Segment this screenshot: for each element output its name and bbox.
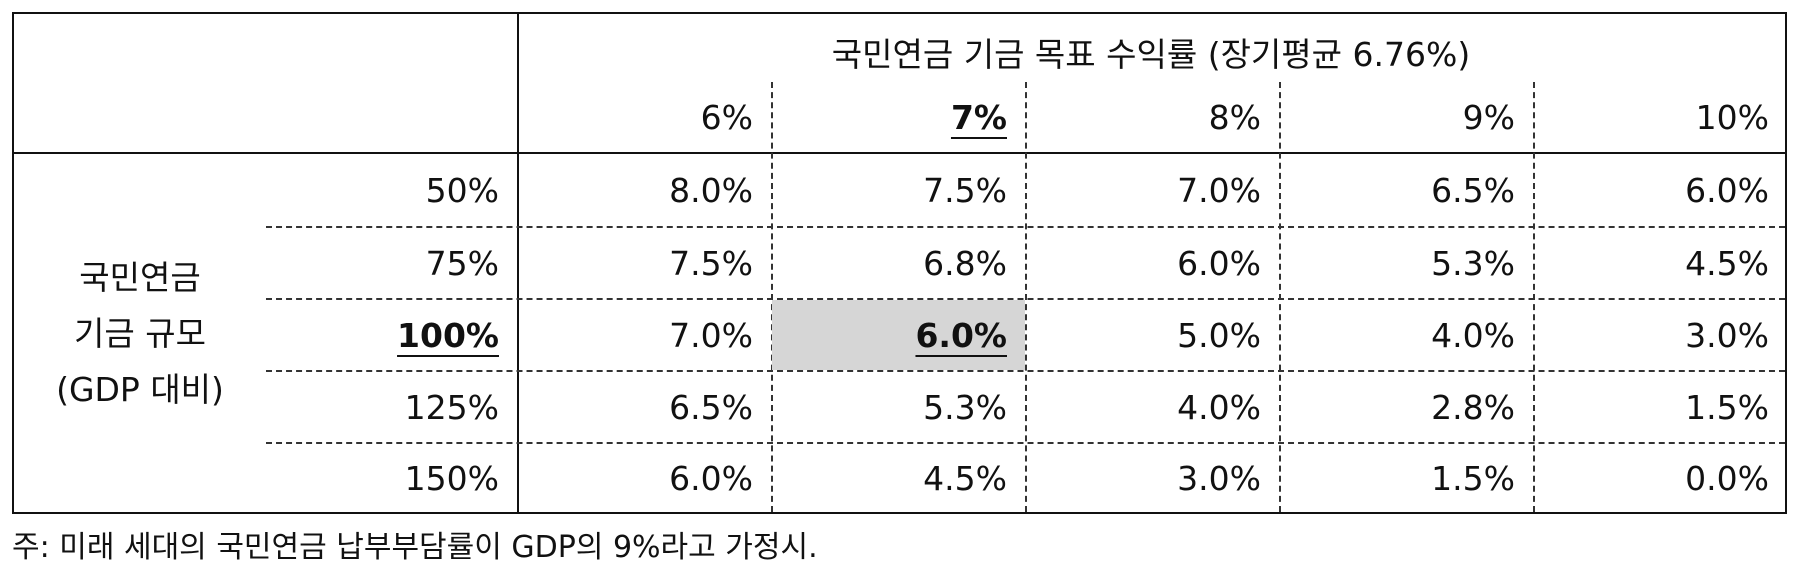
table-cell: 5.3% <box>1431 243 1515 283</box>
table-title: 국민연금 기금 목표 수익률 (장기평균 6.76%) <box>831 35 1471 74</box>
header-divider <box>14 152 1785 154</box>
column-header: 6% <box>700 97 753 137</box>
row-group-label-line: 국민연금 <box>79 258 201 297</box>
table-cell: 3.0% <box>1177 458 1261 498</box>
row-header: 50% <box>425 170 499 210</box>
column-divider <box>1025 82 1027 512</box>
table-cell: 6.5% <box>1431 170 1515 210</box>
column-divider <box>1533 82 1535 512</box>
row-group-label-line: (GDP 대비) <box>56 370 224 409</box>
table-cell: 4.5% <box>1685 243 1769 283</box>
row-header-base: 100% <box>397 315 499 355</box>
table-cell: 7.0% <box>669 315 753 355</box>
table-cell: 6.0% <box>669 458 753 498</box>
table-cell: 6.5% <box>669 387 753 427</box>
row-header: 75% <box>425 243 499 283</box>
table-cell: 7.5% <box>669 243 753 283</box>
row-header: 150% <box>404 458 499 498</box>
row-header: 125% <box>404 387 499 427</box>
table-cell: 5.3% <box>923 387 1007 427</box>
table-cell: 7.5% <box>923 170 1007 210</box>
column-header: 10% <box>1695 97 1769 137</box>
column-header: 9% <box>1462 97 1515 137</box>
table-cell: 8.0% <box>669 170 753 210</box>
table-cell: 1.5% <box>1685 387 1769 427</box>
table-cell: 5.0% <box>1177 315 1261 355</box>
table-cell: 6.0% <box>1685 170 1769 210</box>
base-case-cell: 6.0% <box>772 300 1025 370</box>
column-header: 8% <box>1208 97 1261 137</box>
table-cell: 4.0% <box>1431 315 1515 355</box>
table-cell: 0.0% <box>1685 458 1769 498</box>
row-divider <box>266 298 1785 300</box>
column-divider <box>771 82 773 512</box>
row-divider <box>266 226 1785 228</box>
column-header-base: 7% <box>950 97 1007 137</box>
table-cell: 2.8% <box>1431 387 1515 427</box>
footnote: 주: 미래 세대의 국민연금 납부부담률이 GDP의 9%라고 가정시. <box>12 530 818 565</box>
table-cell: 7.0% <box>1177 170 1261 210</box>
row-divider <box>266 442 1785 444</box>
label-column-divider <box>517 14 519 512</box>
table-cell: 3.0% <box>1685 315 1769 355</box>
table-cell: 4.5% <box>923 458 1007 498</box>
table-cell: 6.0% <box>1177 243 1261 283</box>
row-divider <box>266 370 1785 372</box>
column-divider <box>1279 82 1281 512</box>
table-cell: 1.5% <box>1431 458 1515 498</box>
row-group-label: 국민연금 기금 규모 (GDP 대비) <box>14 154 266 514</box>
table-cell: 6.8% <box>923 243 1007 283</box>
row-group-label-line: 기금 규모 <box>74 314 206 353</box>
table-cell: 4.0% <box>1177 387 1261 427</box>
sensitivity-table: 국민연금 기금 목표 수익률 (장기평균 6.76%) 6% 7% 8% 9% … <box>12 12 1787 514</box>
